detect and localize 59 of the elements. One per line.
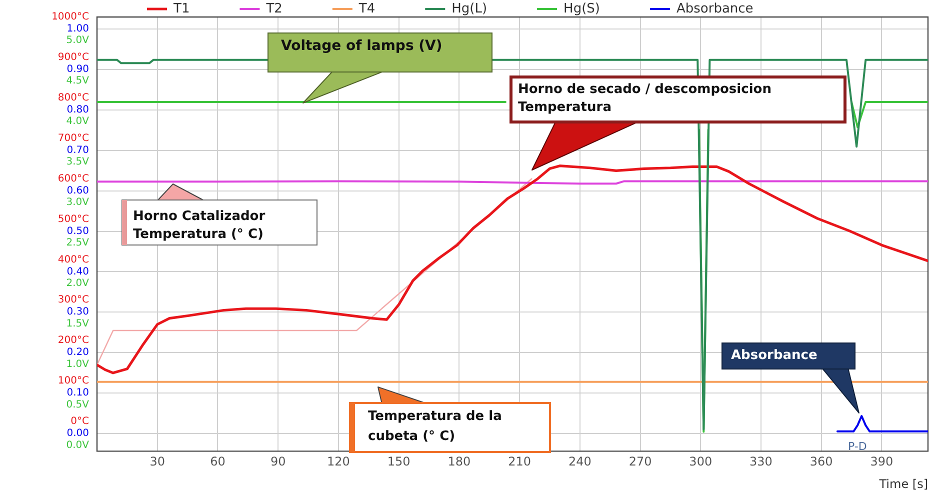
y2-tick-label: 0.10 — [66, 388, 89, 399]
y-tick-label: 700°C — [58, 132, 90, 144]
y-tick-label: 200°C — [58, 335, 90, 346]
y2-tick-label: 0.60 — [66, 185, 89, 196]
y3-tick-label: 1.5V — [66, 318, 90, 330]
y3-tick-label: 2.5V — [66, 238, 90, 249]
x-tick-label: 270 — [628, 454, 652, 469]
annotation: Temperatura de la cubeta (° C) — [368, 408, 503, 446]
legend-label: Absorbance — [676, 1, 754, 16]
annotation: Horno Catalizador Temperatura (° C) — [133, 208, 266, 244]
x-tick-label: 60 — [210, 454, 226, 469]
x-tick-label: 300 — [689, 454, 712, 469]
y-tick-label: 1000°C — [52, 12, 90, 23]
y2-tick-label: 0.20 — [66, 347, 89, 358]
y3-tick-label: 0.5V — [66, 400, 90, 411]
y2-tick-label: 0.70 — [66, 145, 89, 156]
y-tick-label: 600°C — [58, 173, 90, 184]
y-tick-label: 400°C — [58, 254, 90, 266]
x-tick-label: 330 — [750, 454, 772, 469]
legend-label: Hg(L) — [452, 1, 488, 16]
y3-tick-label: 3.0V — [66, 197, 90, 208]
y-tick-label: 500°C — [58, 214, 90, 225]
annotation: Voltage of lamps (V) — [281, 37, 444, 55]
x-tick-label: 30 — [150, 454, 166, 469]
y2-tick-label: 0.80 — [66, 104, 89, 116]
x-axis-title: Time [s] — [878, 476, 928, 491]
x-tick-label: 360 — [810, 454, 833, 469]
y3-tick-label: 2.0V — [66, 278, 90, 290]
y3-tick-label: 5.0V — [66, 35, 90, 46]
y3-tick-label: 0.0V — [66, 440, 90, 452]
y2-tick-label: 0.50 — [66, 226, 89, 237]
x-tick-label: 180 — [448, 454, 471, 469]
x-tick-label: 150 — [387, 454, 410, 469]
y-tick-label: 900°C — [58, 52, 90, 64]
y2-tick-label: 0.30 — [66, 306, 89, 318]
y3-tick-label: 1.0V — [66, 359, 90, 370]
y2-tick-label: 0.90 — [66, 64, 89, 76]
legend-label: Hg(S) — [564, 1, 600, 16]
legend-label: T4 — [358, 1, 376, 16]
y3-tick-label: 4.5V — [66, 76, 90, 87]
legend-label: T1 — [172, 1, 190, 16]
y-tick-label: 800°C — [58, 92, 90, 104]
y3-tick-label: 4.0V — [66, 116, 90, 128]
annotation: Absorbance — [731, 347, 818, 365]
y-tick-label: 0°C — [70, 416, 90, 428]
y-tick-label: 300°C — [58, 294, 90, 306]
annotation: Horno de secado / descomposicion Temperatura — [518, 81, 772, 117]
x-tick-label: 390 — [870, 454, 894, 469]
x-tick-label: 120 — [327, 454, 350, 469]
y-tick-label: 100°C — [58, 376, 90, 387]
x-tick-label: 210 — [508, 454, 531, 469]
y2-tick-label: 1.00 — [66, 24, 89, 35]
x-tick-label: 240 — [568, 454, 592, 469]
y2-tick-label: 0.40 — [66, 266, 89, 278]
y3-tick-label: 3.5V — [66, 156, 90, 168]
annotation: P-D — [848, 440, 868, 454]
x-tick-label: 90 — [270, 454, 286, 469]
y2-tick-label: 0.00 — [66, 428, 89, 440]
legend-label: T2 — [265, 1, 282, 16]
